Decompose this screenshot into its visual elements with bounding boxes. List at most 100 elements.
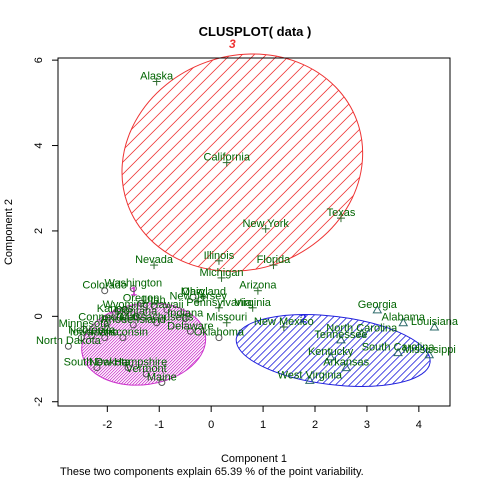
label-ohio: Ohio [181, 286, 204, 298]
axes: -2 -1 0 1 2 3 4 -2 0 2 4 6 [33, 57, 422, 431]
plot-frame [57, 57, 451, 407]
label-alaska: Alaska [140, 70, 174, 82]
point-california [222, 158, 231, 167]
y-tick-label: -2 [33, 397, 45, 407]
label-massachusetts: Massachusetts [120, 312, 194, 324]
label-idaho: Idaho [91, 327, 119, 339]
point-indiana [181, 314, 189, 322]
point-utah [150, 302, 158, 310]
point-maine [158, 379, 166, 387]
label-north-dakota: North Dakota [36, 335, 102, 347]
point-new-mexico [279, 323, 288, 332]
label-vermont: Vermont [126, 363, 167, 375]
point-new-york [261, 224, 270, 233]
point-delaware [186, 327, 194, 335]
x-tick-label: 2 [312, 419, 318, 431]
label-minnesota: Minnesota [59, 318, 111, 330]
point-georgia [372, 304, 383, 314]
point-maryland [199, 293, 208, 302]
label-kansas: Kansas [97, 303, 134, 315]
label-mississippi: Mississippi [403, 344, 456, 356]
point-labels: Alaska California Texas New York Illinois Nev… [36, 70, 459, 383]
label-south-carolina: South Carolina [362, 342, 436, 354]
variability-caption: These two components explain 65.39 % of … [60, 466, 364, 478]
point-montana [132, 312, 140, 320]
x-axis-label: Component 1 [221, 453, 287, 465]
point-alaska [152, 77, 161, 86]
label-hawaii: Hawaii [151, 299, 184, 311]
label-indiana: Indiana [167, 307, 204, 319]
point-west-virginia [304, 375, 315, 384]
point-mississippi [424, 349, 435, 359]
point-iowa [77, 334, 85, 342]
point-pennsylvania [214, 303, 223, 312]
point-arizona [253, 286, 262, 295]
x-tick-label: 4 [416, 419, 422, 431]
point-tennessee [336, 334, 346, 344]
label-california: California [204, 152, 251, 164]
point-missouri [222, 318, 231, 327]
y-tick-label: 2 [33, 228, 45, 234]
label-wyoming: Wyoming [103, 299, 149, 311]
point-hawaii [163, 306, 171, 314]
x-tick-label: -2 [102, 419, 112, 431]
label-iowa: Iowa [70, 327, 94, 339]
y-axis-label: Component 2 [3, 199, 15, 265]
label-rhode-island: Rhode Island [101, 314, 166, 326]
label-florida: Florida [257, 254, 292, 266]
point-connecticut [103, 319, 111, 327]
point-oregon [137, 300, 145, 308]
cluster-3-label: 3 [229, 37, 236, 51]
point-louisiana [429, 321, 440, 331]
label-utah: Utah [142, 295, 165, 307]
label-texas: Texas [327, 207, 356, 219]
label-oklahoma: Oklahoma [194, 327, 245, 339]
y-tick-label: 6 [33, 57, 45, 63]
point-wisconsin [119, 334, 127, 342]
point-alabama [398, 317, 409, 327]
point-wyoming [121, 306, 129, 314]
label-oregon: Oregon [123, 293, 160, 305]
point-virginia [248, 303, 257, 312]
point-texas [336, 214, 345, 223]
point-south-dakota [93, 364, 101, 372]
label-kentucky: Kentucky [308, 346, 354, 358]
label-new-york: New York [242, 218, 289, 230]
label-delaware: Delaware [167, 320, 213, 332]
point-rhode-island [129, 321, 137, 329]
label-virginia: Virginia [234, 297, 271, 309]
point-florida [269, 261, 278, 270]
label-west-virginia: West Virginia [278, 369, 343, 381]
chart-title: CLUSPLOT( data ) [199, 24, 312, 39]
point-ohio [189, 293, 197, 301]
y-tick-label: 0 [33, 313, 45, 319]
point-idaho [101, 334, 109, 342]
label-arizona: Arizona [239, 280, 277, 292]
point-new-jersey [194, 297, 203, 306]
label-michigan: Michigan [200, 267, 244, 279]
x-tick-label: 1 [260, 419, 266, 431]
point-arkansas [341, 362, 352, 372]
label-louisiana: Louisiana [411, 316, 459, 328]
point-michigan [217, 273, 226, 282]
label-tennessee: Tennessee [314, 329, 367, 341]
point-north-carolina [356, 328, 367, 337]
point-illinois [214, 256, 223, 265]
point-colorado [101, 287, 109, 295]
label-washington: Washington [104, 278, 162, 290]
point-vermont [142, 370, 150, 378]
label-nebraska: Nebraska [68, 325, 116, 337]
label-montana: Montana [114, 305, 158, 317]
label-georgia: Georgia [358, 299, 398, 311]
label-new-jersey: New Jersey [169, 290, 227, 302]
label-new-hampshire: New Hampshire [89, 357, 167, 369]
label-maine: Maine [147, 372, 177, 384]
point-nebraska [88, 332, 96, 340]
x-tick-label: 0 [208, 419, 214, 431]
point-oklahoma [215, 334, 223, 342]
point-massachusetts [153, 319, 161, 327]
x-tick-label: -1 [154, 419, 164, 431]
label-illinois: Illinois [204, 250, 235, 262]
label-south-dakota: South Dakota [64, 357, 132, 369]
